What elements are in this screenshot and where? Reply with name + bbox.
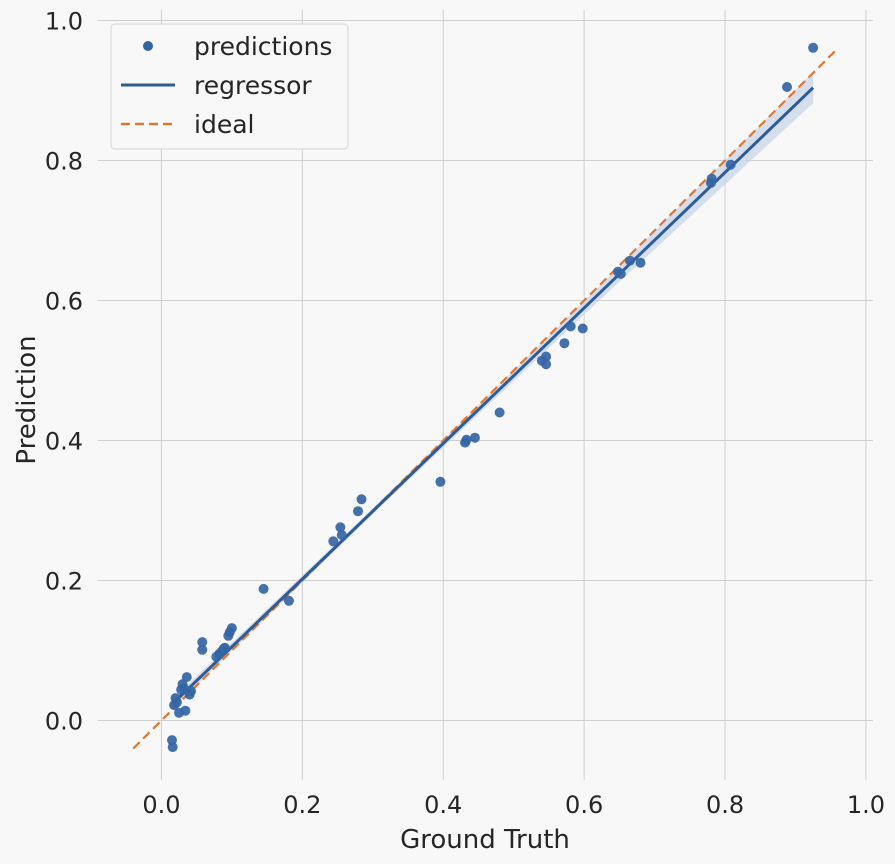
prediction-point xyxy=(435,476,446,487)
prediction-point xyxy=(461,434,472,445)
x-tick-label: 0.8 xyxy=(706,791,744,819)
prediction-point xyxy=(725,159,736,170)
x-tick-label: 1.0 xyxy=(847,791,885,819)
x-tick-label: 0.6 xyxy=(565,791,603,819)
prediction-point xyxy=(577,323,588,334)
x-tick-label: 0.0 xyxy=(142,791,180,819)
prediction-point xyxy=(706,173,717,184)
prediction-point xyxy=(258,583,269,594)
prediction-point xyxy=(356,494,367,505)
prediction-point xyxy=(171,697,182,708)
y-tick-label: 0.6 xyxy=(45,288,83,316)
y-tick-label: 0.4 xyxy=(45,428,83,456)
y-tick-labels: 0.0 0.2 0.4 0.6 0.8 1.0 xyxy=(45,8,83,736)
prediction-point xyxy=(615,268,626,279)
y-tick-label: 1.0 xyxy=(45,8,83,36)
legend-box xyxy=(110,23,349,150)
regressor-line xyxy=(170,86,815,706)
prediction-point xyxy=(352,506,363,517)
x-tick-label: 0.2 xyxy=(283,791,321,819)
prediction-point xyxy=(181,672,192,683)
legend-marker-predictions xyxy=(143,41,153,51)
prediction-point xyxy=(226,623,237,634)
prediction-point xyxy=(186,686,196,697)
prediction-point xyxy=(635,257,646,268)
prediction-point xyxy=(336,530,347,540)
x-axis-label: Ground Truth xyxy=(400,825,570,855)
y-axis-label: Prediction xyxy=(12,335,42,464)
x-tick-label: 0.4 xyxy=(424,791,462,819)
prediction-point xyxy=(328,536,339,547)
legend-label-regressor: regressor xyxy=(194,71,312,100)
prediction-point xyxy=(335,522,346,533)
series-lines xyxy=(132,47,839,750)
prediction-point xyxy=(283,595,294,606)
x-tick-labels: 0.0 0.2 0.4 0.6 0.8 1.0 xyxy=(142,791,885,819)
prediction-point xyxy=(180,705,191,716)
legend-label-ideal: ideal xyxy=(194,110,254,139)
ideal-line xyxy=(132,47,839,750)
prediction-point xyxy=(219,642,230,653)
y-tick-label: 0.2 xyxy=(45,568,83,596)
prediction-point xyxy=(494,407,505,418)
prediction-point xyxy=(197,644,208,655)
prediction-point xyxy=(808,42,819,53)
legend-label-predictions: predictions xyxy=(194,32,332,61)
prediction-point xyxy=(565,321,576,332)
legend: predictions regressor ideal xyxy=(110,23,349,150)
prediction-point xyxy=(559,338,570,349)
prediction-point xyxy=(782,82,793,92)
prediction-point xyxy=(197,637,208,648)
y-tick-label: 0.8 xyxy=(45,148,83,176)
y-tick-label: 0.0 xyxy=(45,708,83,736)
prediction-point xyxy=(469,432,480,443)
prediction-point xyxy=(624,255,635,266)
prediction-point xyxy=(541,351,552,362)
prediction-points xyxy=(166,42,819,753)
prediction-point xyxy=(541,359,552,370)
prediction-point xyxy=(167,742,178,753)
